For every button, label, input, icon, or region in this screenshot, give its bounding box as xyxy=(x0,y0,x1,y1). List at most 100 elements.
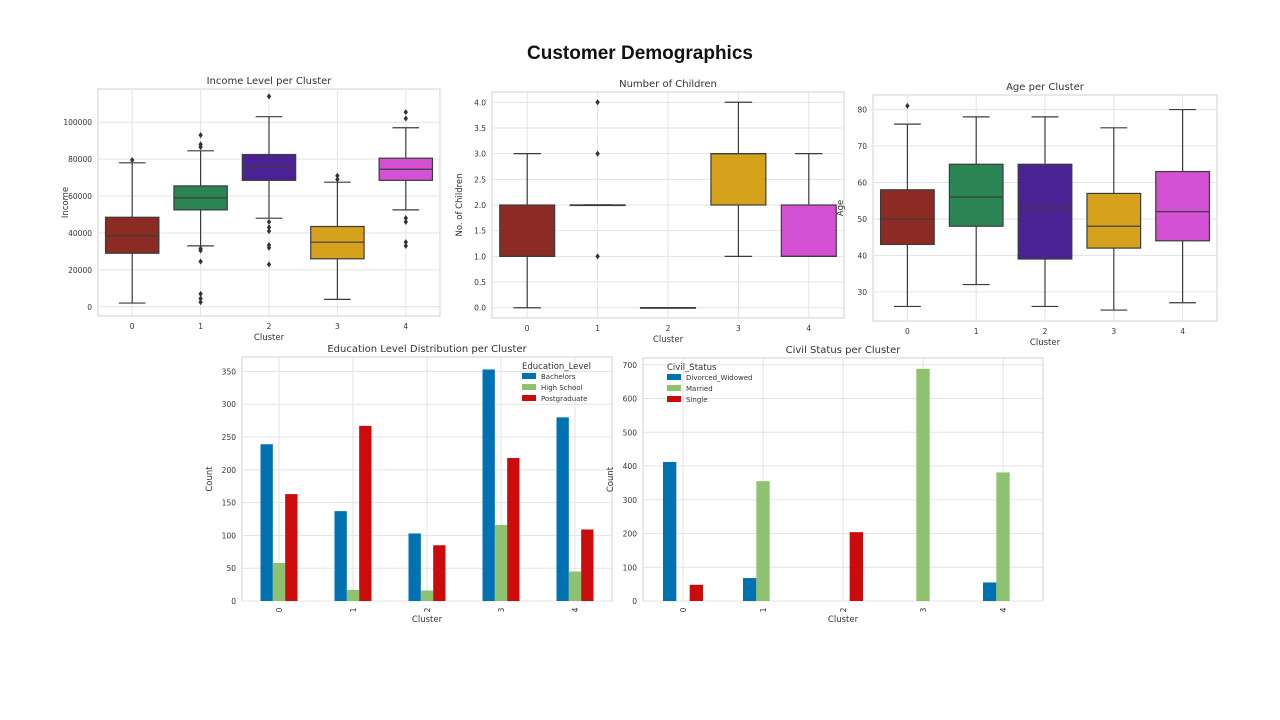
legend-swatch xyxy=(667,385,681,391)
y-tick-label: 4.0 xyxy=(474,98,486,107)
outlier-point xyxy=(266,244,272,251)
legend-swatch xyxy=(522,395,536,401)
bar xyxy=(334,511,347,601)
box-iqr xyxy=(1155,170,1211,242)
x-axis-label: Cluster xyxy=(828,615,859,625)
outlier-point xyxy=(198,299,203,306)
chart-title: Civil Status per Cluster xyxy=(786,345,902,356)
x-tick-label: 4 xyxy=(1180,327,1185,336)
box-group xyxy=(378,109,434,249)
y-tick-label: 40 xyxy=(857,251,867,260)
y-tick-label: 500 xyxy=(623,428,638,437)
outlier-point xyxy=(198,132,203,139)
box-iqr xyxy=(499,204,556,257)
bar xyxy=(581,529,594,601)
box-group xyxy=(310,172,365,300)
box-iqr xyxy=(1017,163,1073,260)
outlier-point xyxy=(403,218,408,225)
y-tick-label: 200 xyxy=(623,530,638,539)
y-tick-label: 80 xyxy=(857,106,867,115)
legend-swatch xyxy=(522,384,536,390)
chart-svg: Income Level per Cluster 0 20000 40000 60000… xyxy=(61,76,441,343)
chart-title: Age per Cluster xyxy=(1006,82,1085,93)
x-tick-label: 0 xyxy=(525,324,530,333)
y-axis-label: Income xyxy=(61,187,71,218)
x-tick-label: 0 xyxy=(275,607,284,612)
box-group xyxy=(710,101,767,257)
x-tick-label: 4 xyxy=(403,322,408,331)
box-iqr xyxy=(780,204,837,257)
x-tick-label: 4 xyxy=(999,607,1008,612)
bar xyxy=(849,532,863,601)
legend-label: Postgraduate xyxy=(541,395,587,403)
x-tick-label: 1 xyxy=(974,327,979,336)
outlier-point xyxy=(266,224,272,231)
y-tick-label: 2.0 xyxy=(474,201,486,210)
bar xyxy=(408,533,421,601)
x-tick-label: 1 xyxy=(759,607,768,612)
outlier-point xyxy=(266,93,272,100)
y-tick-label: 60000 xyxy=(68,192,92,201)
box-iqr xyxy=(948,163,1004,227)
bar xyxy=(568,571,582,601)
bar xyxy=(433,545,446,601)
y-tick-label: 30 xyxy=(857,288,867,297)
y-tick-label: 100 xyxy=(222,531,237,540)
x-tick-label: 2 xyxy=(666,324,671,333)
y-tick-label: 300 xyxy=(623,496,638,505)
box-group xyxy=(1017,116,1073,308)
bar xyxy=(260,444,273,601)
x-axis-label: Cluster xyxy=(653,335,684,345)
y-tick-label: 0 xyxy=(632,597,637,606)
bar xyxy=(916,368,930,601)
y-tick-label: 150 xyxy=(222,499,237,508)
box-group xyxy=(1086,127,1142,311)
legend-label: High School xyxy=(541,384,583,392)
box-group xyxy=(104,157,160,304)
x-axis-label: Cluster xyxy=(412,615,443,625)
y-tick-label: 3.5 xyxy=(474,124,486,133)
y-tick-label: 100 xyxy=(623,563,638,572)
chart-title: Income Level per Cluster xyxy=(207,76,333,87)
chart-svg: Number of Children 0.0 0.5 1.0 1.5 2.0 2.5 3.0 3… xyxy=(455,79,845,345)
bar xyxy=(743,578,757,601)
bar xyxy=(689,584,703,601)
outlier-point xyxy=(403,109,408,116)
y-tick-label: 70 xyxy=(857,142,867,151)
bar xyxy=(556,417,569,601)
x-tick-label: 4 xyxy=(806,324,811,333)
x-tick-label: 3 xyxy=(736,324,741,333)
outlier-point xyxy=(198,295,203,302)
outlier-point xyxy=(198,247,203,254)
outlier-point xyxy=(335,176,340,183)
chart-svg: Civil Status per Cluster 0 100 200 300 400 500… xyxy=(606,345,1044,625)
x-tick-label: 1 xyxy=(595,324,600,333)
x-tick-label: 2 xyxy=(1043,327,1048,336)
outlier-point xyxy=(403,215,408,222)
x-tick-label: 0 xyxy=(905,327,910,336)
legend-swatch xyxy=(667,396,681,402)
box-group xyxy=(948,116,1004,286)
y-axis-label: Age xyxy=(836,200,846,216)
y-tick-label: 350 xyxy=(222,367,237,376)
y-tick-label: 700 xyxy=(623,361,638,370)
x-tick-label: 2 xyxy=(267,322,272,331)
bar xyxy=(420,590,434,601)
outlier-point xyxy=(198,144,203,151)
education-barchart: Education Level Distribution per Cluster… xyxy=(205,340,615,625)
x-tick-label: 2 xyxy=(423,607,432,612)
box-iqr xyxy=(879,189,935,246)
x-axis-label: Cluster xyxy=(1030,338,1061,348)
bar xyxy=(346,589,360,601)
legend-label: Single xyxy=(686,396,708,404)
y-tick-label: 300 xyxy=(222,400,237,409)
outlier-point xyxy=(266,228,272,235)
chart-title: Number of Children xyxy=(619,79,717,90)
bar xyxy=(663,461,677,601)
outlier-point xyxy=(130,157,135,164)
x-tick-label: 1 xyxy=(349,607,358,612)
outlier-point xyxy=(266,261,272,268)
bar xyxy=(756,481,770,601)
outlier-point xyxy=(198,290,203,297)
